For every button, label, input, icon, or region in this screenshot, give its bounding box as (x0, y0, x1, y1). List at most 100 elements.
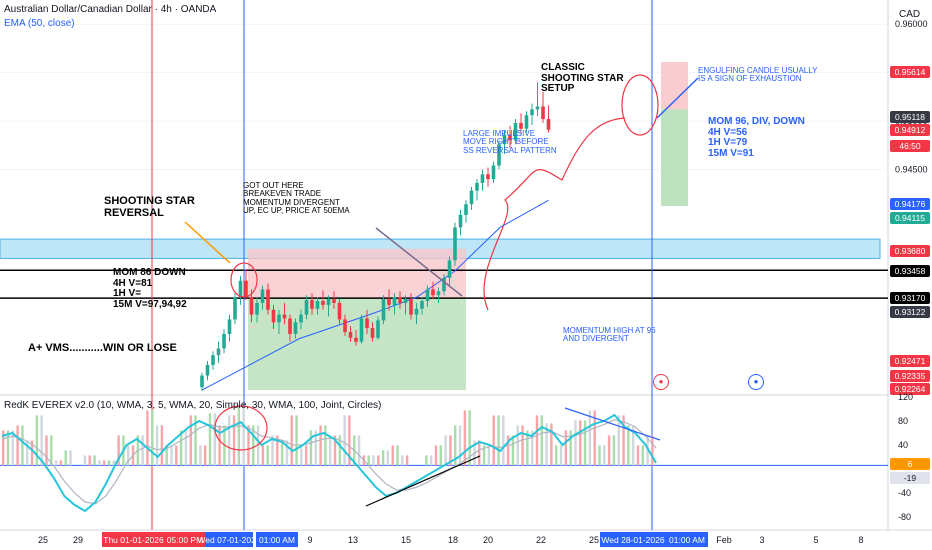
oscillator-tag-bg (890, 472, 930, 484)
oscillator-bar (127, 445, 130, 466)
oscillator-bar (30, 440, 34, 466)
price-tag-label: 0.92264 (895, 384, 926, 394)
oscillator-bar (458, 425, 462, 466)
oscillator-bar (381, 450, 385, 466)
time-highlight-label: Wed 28-01-2026 (601, 535, 664, 545)
oscillator-bar (526, 430, 529, 466)
oscillator-tag-label: -19 (904, 473, 917, 483)
arrow-blue (656, 77, 699, 119)
oscillator-bar (107, 460, 111, 466)
price-tag-bg (890, 292, 930, 304)
note-momentum-high: MOMENTUM HIGH AT 96 AND DIVERGENT (563, 326, 656, 344)
price-tick-label: 0.94500 (895, 164, 928, 174)
candle-body (502, 134, 507, 145)
candle-body (491, 165, 496, 180)
oscillator-bar (155, 425, 159, 466)
oscillator-bar (271, 435, 274, 466)
oscillator-bar (502, 415, 505, 466)
oscillator-bar (401, 455, 404, 466)
oscillator-bar (607, 435, 611, 466)
candle-body (304, 300, 309, 315)
oscillator-bar (545, 423, 548, 466)
price-tag-bg (890, 66, 930, 78)
oscillator-bar (45, 435, 48, 466)
candle-body (238, 280, 243, 298)
candle-body (469, 190, 474, 205)
candle-body (508, 134, 512, 141)
australia-event-icon[interactable]: ● (748, 374, 764, 390)
candle-body (260, 289, 265, 303)
oscillator-bar (516, 425, 519, 466)
candle-body (376, 320, 380, 338)
oscillator-bar (266, 445, 269, 466)
take-profit-zone (248, 298, 466, 391)
time-tick-label: 22 (536, 535, 546, 545)
canada-event-icon[interactable]: ● (653, 374, 669, 390)
oscillator-bar (64, 450, 67, 466)
price-tag-label: 0.95614 (895, 67, 926, 77)
candle-body (365, 318, 369, 329)
oscillator-bar (324, 425, 327, 466)
oscillator-bar (93, 455, 96, 466)
oscillator-bar (314, 430, 317, 466)
oscillator-bar (641, 445, 644, 466)
oscillator-highlight-circle (214, 405, 268, 451)
time-tick-label: 25 (589, 535, 599, 545)
candle-body (387, 299, 391, 305)
oscillator-main-line (1, 413, 657, 513)
oscillator-bar (26, 440, 29, 466)
time-highlight-label: 05:00 PM (167, 535, 203, 545)
oscillator-bar (256, 425, 260, 466)
candle-body (398, 297, 402, 303)
oscillator-bar (482, 445, 486, 466)
time-highlight-bg (600, 532, 666, 547)
time-tick-label: 8 (858, 535, 863, 545)
oscillator-bar (165, 445, 168, 466)
oscillator-bar (102, 460, 106, 466)
oscillator-bar (651, 435, 654, 466)
oscillator-bar (59, 460, 63, 466)
candle-body (222, 333, 226, 349)
oscillator-bar (550, 423, 553, 466)
ema-legend[interactable]: EMA (50, close) (4, 18, 75, 29)
price-tag-bg (890, 355, 930, 367)
oscillator-bar (50, 435, 53, 466)
oscillator-bar (6, 430, 10, 466)
arrow-orange (184, 221, 231, 264)
oscillator-bar (21, 425, 24, 466)
price-tag-label: 0.93680 (895, 246, 926, 256)
oscillator-bar (367, 455, 370, 466)
oscillator-bar (612, 435, 616, 466)
oscillator-bar (444, 435, 447, 466)
candle-body (475, 182, 479, 191)
oscillator-bar (622, 415, 625, 466)
oscillator-tag-bg (890, 458, 930, 470)
candle-body (524, 115, 529, 129)
oscillator-bar (468, 410, 471, 466)
oscillator-bar (88, 455, 91, 466)
candle-body (425, 289, 430, 302)
candle-body (409, 299, 413, 315)
price-tag-bg (890, 383, 930, 395)
oscillator-legend[interactable]: RedK EVEREX v2.0 (10, WMA, 3, 5, WMA, 20… (4, 400, 382, 411)
time-tick-label: Feb (716, 535, 732, 545)
candle-body (348, 331, 353, 338)
candle-body (205, 364, 210, 376)
oscillator-bar (636, 445, 640, 466)
candle-body (530, 109, 534, 116)
oscillator-bar (160, 425, 164, 466)
oscillator-bar (377, 455, 380, 466)
highlight-outline (483, 117, 626, 311)
candle-body (288, 318, 292, 334)
oscillator-tick-label: 40 (898, 440, 908, 450)
candle-body (249, 297, 254, 315)
time-tick-label: 20 (483, 535, 493, 545)
candle-body (535, 106, 540, 110)
time-tick-label: 5 (813, 535, 818, 545)
oscillator-bar (232, 415, 236, 466)
candle-body (310, 300, 314, 309)
candle-body (282, 314, 287, 319)
currency-label: CAD (899, 9, 921, 20)
note-classic-star: CLASSIC SHOOTING STAR SETUP (541, 62, 624, 94)
price-tag-label: 0.93122 (895, 307, 926, 317)
